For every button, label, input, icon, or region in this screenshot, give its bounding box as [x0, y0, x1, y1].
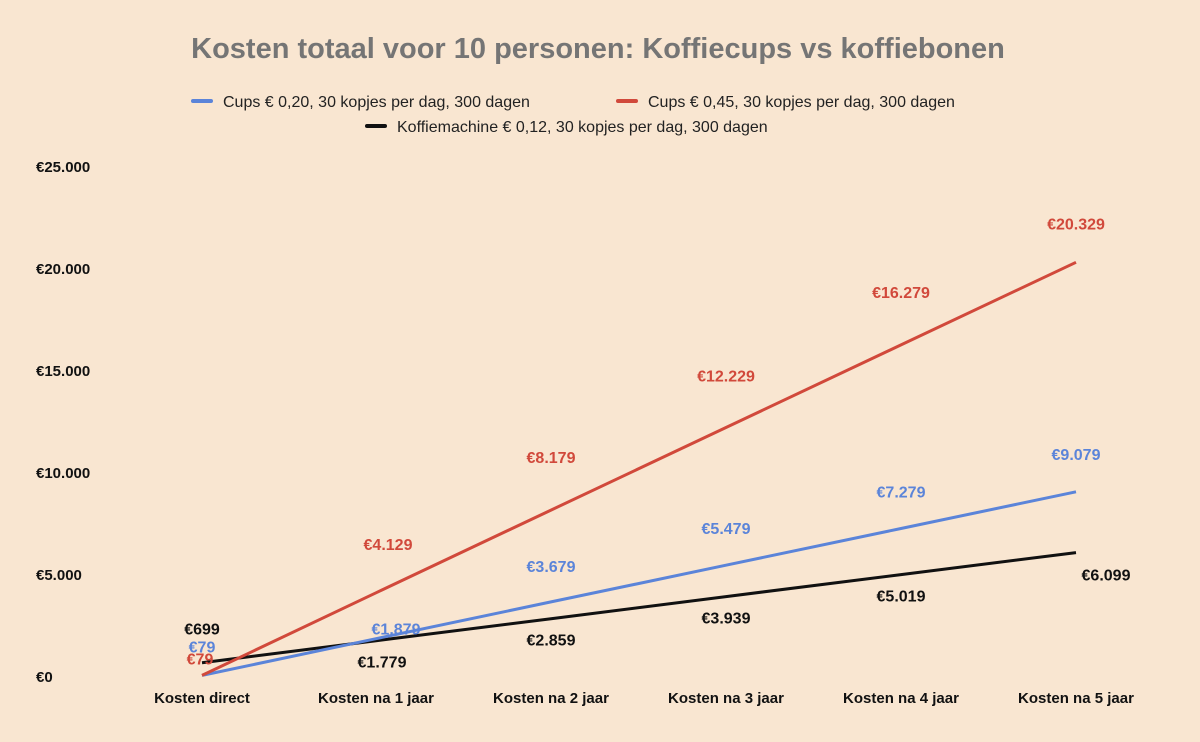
data-label: €1.879	[372, 622, 421, 639]
data-label: €6.099	[1082, 568, 1131, 585]
legend: Cups € 0,20, 30 kopjes per dag, 300 dage…	[191, 94, 955, 136]
y-tick-label: €10.000	[36, 465, 90, 482]
y-tick-label: €15.000	[36, 363, 90, 380]
data-label: €4.129	[364, 537, 413, 554]
data-label: €79	[187, 651, 214, 668]
y-axis: €0 €5.000 €10.000 €15.000 €20.000 €25.000	[36, 159, 90, 686]
data-label: €1.779	[358, 655, 407, 672]
x-axis: Kosten direct Kosten na 1 jaar Kosten na 2…	[154, 690, 1134, 707]
y-tick-label: €0	[36, 669, 53, 686]
legend-item: Cups € 0,20, 30 kopjes per dag, 300 dage…	[191, 94, 530, 111]
data-label: €8.179	[527, 450, 576, 467]
x-tick-label: Kosten na 4 jaar	[843, 690, 959, 707]
data-label: €79	[189, 639, 216, 656]
data-label: €12.229	[697, 369, 755, 386]
data-label: €20.329	[1047, 216, 1105, 233]
plot-lines	[201, 260, 1077, 677]
x-tick-label: Kosten direct	[154, 690, 250, 707]
data-label: €3.939	[702, 611, 751, 628]
x-tick-label: Kosten na 2 jaar	[493, 690, 609, 707]
data-label: €7.279	[877, 485, 926, 502]
data-label: €3.679	[527, 559, 576, 576]
data-label: €16.279	[872, 285, 930, 302]
data-label: €5.479	[702, 521, 751, 538]
legend-label: Cups € 0,45, 30 kopjes per dag, 300 dage…	[648, 94, 955, 111]
data-label: €5.019	[877, 589, 926, 606]
x-tick-label: Kosten na 1 jaar	[318, 690, 434, 707]
legend-label: Koffiemachine € 0,12, 30 kopjes per dag,…	[397, 119, 768, 136]
legend-item: Koffiemachine € 0,12, 30 kopjes per dag,…	[365, 119, 768, 136]
series-line	[201, 551, 1077, 665]
data-label: €2.859	[527, 633, 576, 650]
series-line	[201, 260, 1077, 677]
plot-labels: €79 €1.879 €3.679 €5.479 €7.279 €9.079 €79 €4.1…	[184, 216, 1130, 671]
x-tick-label: Kosten na 5 jaar	[1018, 690, 1134, 707]
y-tick-label: €25.000	[36, 159, 90, 176]
y-tick-label: €5.000	[36, 567, 82, 584]
y-tick-label: €20.000	[36, 261, 90, 278]
legend-item: Cups € 0,45, 30 kopjes per dag, 300 dage…	[616, 94, 955, 111]
x-tick-label: Kosten na 3 jaar	[668, 690, 784, 707]
legend-label: Cups € 0,20, 30 kopjes per dag, 300 dage…	[223, 94, 530, 111]
chart-title: Kosten totaal voor 10 personen: Koffiecu…	[191, 33, 1005, 65]
data-label: €9.079	[1052, 447, 1101, 464]
data-label: €699	[184, 622, 220, 639]
series-line	[201, 490, 1077, 677]
